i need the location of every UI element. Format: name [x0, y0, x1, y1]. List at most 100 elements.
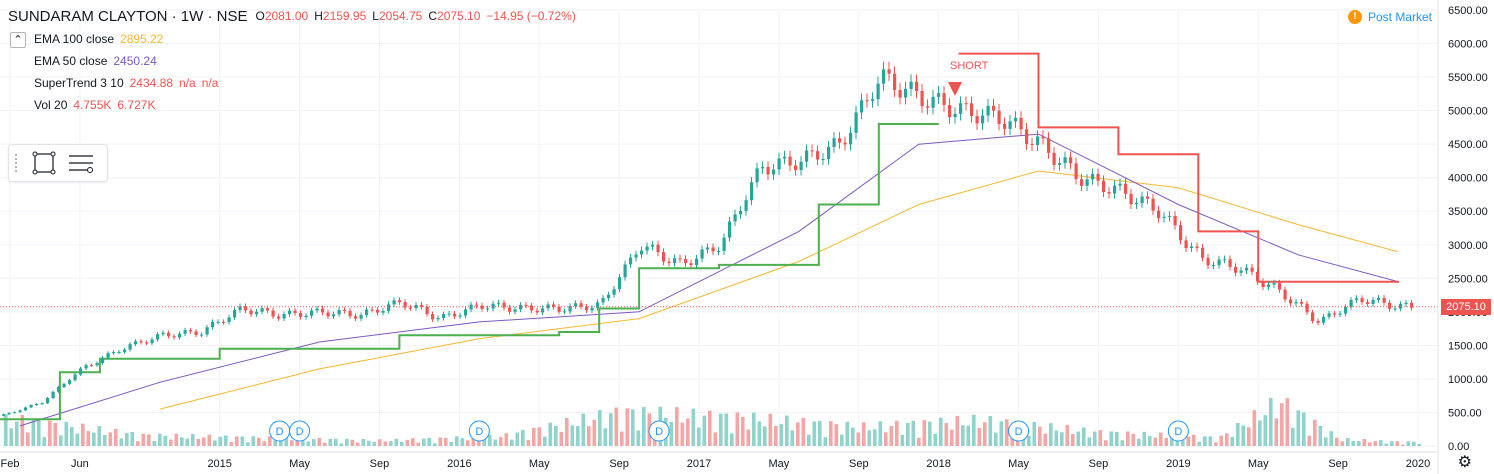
- candle-body: [326, 312, 330, 317]
- candle-body: [557, 306, 561, 312]
- dividend-marker-icon: [1008, 420, 1030, 442]
- volume-bars: [4, 397, 1422, 446]
- candle-body: [568, 305, 572, 312]
- volume-bar: [1076, 431, 1081, 446]
- candle-body: [436, 317, 440, 320]
- volume-bar: [939, 417, 943, 446]
- volume-bar: [64, 421, 69, 446]
- indicator-supertrend[interactable]: SuperTrend 3 10 2434.88 n/a n/a: [34, 76, 219, 90]
- volume-bar: [1137, 438, 1141, 446]
- candle-body: [1393, 308, 1397, 310]
- volume-bar: [983, 422, 987, 446]
- candle-body: [112, 352, 116, 354]
- chevron-up-icon[interactable]: ⌃: [10, 32, 26, 48]
- volume-bar: [1263, 415, 1268, 446]
- candle-body: [975, 116, 979, 124]
- candle-body: [684, 259, 688, 264]
- candle-body: [7, 412, 11, 415]
- candle-body: [1399, 304, 1403, 309]
- candle-body: [1168, 215, 1172, 217]
- volume-bar: [1164, 437, 1169, 446]
- volume-bar: [818, 420, 822, 446]
- candle-body: [524, 304, 528, 306]
- candle-body: [431, 314, 435, 320]
- price-axis[interactable]: 6500.00 6000.00 5500.00 5000.00 4500.00 4000.…: [1437, 0, 1488, 474]
- volume-bar: [471, 435, 476, 446]
- candle-body: [1003, 123, 1007, 129]
- candle-body: [1327, 313, 1331, 317]
- candle-body: [695, 258, 699, 266]
- candle-body: [634, 254, 638, 258]
- candle-body: [530, 305, 534, 311]
- volume-bar: [53, 422, 58, 446]
- candle-body: [1162, 216, 1166, 219]
- candle-body: [35, 403, 39, 406]
- gear-icon[interactable]: ⚙: [1457, 454, 1472, 471]
- candle-body: [139, 341, 143, 343]
- candle-body: [178, 333, 182, 338]
- candle-body: [156, 334, 160, 340]
- candle-body: [249, 310, 253, 315]
- volume-bar: [675, 407, 679, 446]
- candle-body: [1272, 283, 1276, 285]
- candle-body: [332, 314, 336, 317]
- candle-body: [145, 342, 149, 344]
- indicator-volume[interactable]: Vol 20 4.755K 6.727K: [34, 98, 156, 112]
- candle-body: [1404, 302, 1408, 305]
- candle-body: [1377, 297, 1381, 300]
- candle-body: [216, 321, 220, 323]
- volume-bar: [1148, 435, 1152, 446]
- volume-bar: [1329, 431, 1334, 446]
- candle-body: [783, 156, 787, 159]
- x-tick-label: Sep: [1328, 458, 1348, 470]
- volume-bar: [196, 438, 201, 446]
- volume-bar: [141, 433, 146, 446]
- volume-bar: [752, 412, 756, 446]
- candle-body: [277, 316, 281, 319]
- volume-bar: [873, 429, 877, 446]
- candle-body: [387, 304, 391, 311]
- volume-bar: [1351, 440, 1356, 446]
- symbol-title[interactable]: SUNDARAM CLAYTON · 1W · NSE: [8, 7, 248, 25]
- object-tree-icon[interactable]: [67, 150, 95, 176]
- indicator-ema100[interactable]: ⌃ EMA 100 close 2895.22: [8, 28, 576, 50]
- drag-handle-icon[interactable]: [15, 154, 21, 172]
- candle-body: [1217, 259, 1221, 266]
- volume-bar: [1357, 441, 1361, 446]
- candle-body: [1382, 297, 1386, 303]
- candle-body: [750, 182, 754, 201]
- candle-body: [942, 93, 946, 105]
- volume-bar: [356, 442, 360, 446]
- volume-bar: [218, 436, 223, 446]
- volume-bar: [317, 437, 322, 446]
- ema100-line: [159, 170, 1399, 410]
- volume-bar: [867, 430, 872, 446]
- volume-bar: [1192, 434, 1196, 446]
- time-axis[interactable]: Feb Jun 2015 May Sep 2016 May Sep 2017 May Sep 2018…: [0, 451, 1438, 470]
- candle-body: [161, 332, 165, 335]
- candle-body: [717, 250, 721, 252]
- volume-bar: [444, 437, 448, 446]
- volume-bar: [917, 437, 921, 446]
- candle-body: [420, 305, 424, 307]
- volume-bar: [422, 438, 426, 446]
- volume-bar: [301, 437, 305, 446]
- volume-bar: [807, 434, 811, 446]
- rectangle-tool-icon[interactable]: [31, 150, 57, 176]
- candle-body: [607, 294, 611, 299]
- market-status[interactable]: ! Post Market: [1347, 10, 1432, 24]
- candle-body: [62, 383, 66, 387]
- volume-bar: [636, 430, 641, 446]
- volume-bar: [158, 433, 162, 446]
- indicator-ema50[interactable]: EMA 50 close 2450.24: [34, 54, 157, 68]
- volume-bar: [928, 421, 932, 446]
- volume-bar: [416, 442, 421, 446]
- candle-body: [755, 168, 759, 183]
- volume-bar: [1296, 410, 1301, 446]
- candle-body: [1355, 298, 1359, 300]
- candle-body: [1311, 312, 1315, 322]
- candle-body: [1305, 303, 1309, 313]
- volume-bar: [1120, 440, 1125, 446]
